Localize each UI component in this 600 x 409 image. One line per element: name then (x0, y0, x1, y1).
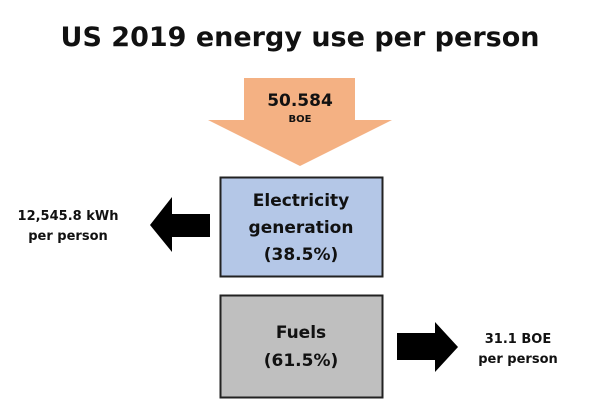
fuels-output-line1: 31.1 BOE (485, 332, 551, 347)
electricity-label-line1: Electricity (253, 191, 350, 211)
input-value: 50.584 (267, 91, 333, 111)
diagram-title: US 2019 energy use per person (61, 22, 540, 53)
electricity-box (219, 176, 384, 278)
input-arrow (208, 78, 392, 166)
electricity-output-line2: per person (28, 229, 108, 244)
electricity-label-line2: generation (249, 218, 354, 238)
electricity-output-line1: 12,545.8 kWh (18, 209, 119, 224)
electricity-share: (38.5%) (264, 245, 339, 265)
electricity-output-arrow (150, 197, 210, 252)
fuels-label: Fuels (276, 323, 326, 343)
fuels-box (219, 294, 384, 399)
fuels-output-line2: per person (478, 352, 558, 367)
input-unit: BOE (289, 114, 312, 125)
fuels-output-arrow (397, 322, 458, 372)
fuels-share: (61.5%) (264, 351, 339, 371)
